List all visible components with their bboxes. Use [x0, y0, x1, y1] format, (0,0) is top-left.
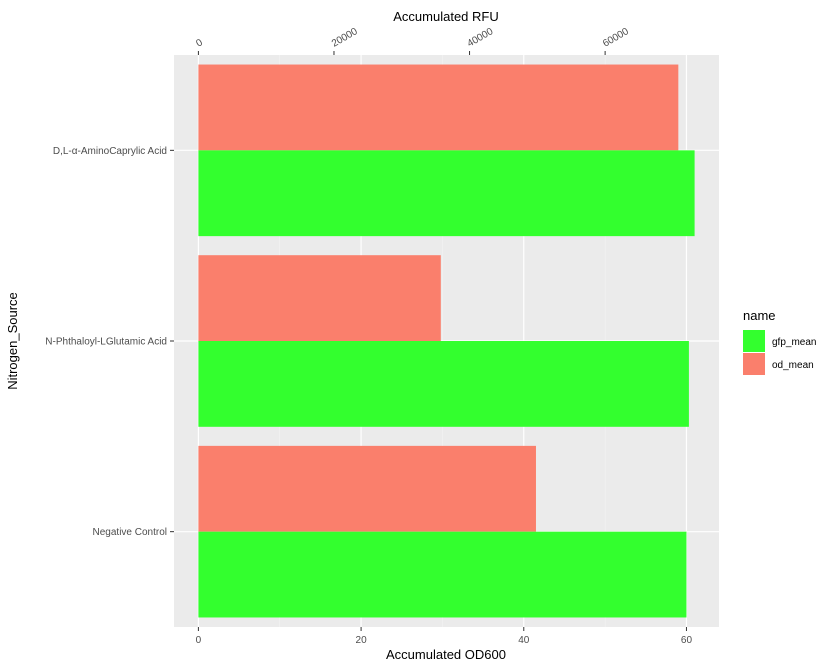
bar-od-mean — [198, 64, 679, 151]
secondary-x-tick-label: 20000 — [330, 26, 360, 50]
legend-key-gfp-mean — [743, 330, 765, 352]
y-axis-title: Nitrogen_Source — [5, 292, 20, 390]
legend-label: od_mean — [772, 360, 814, 371]
y-tick-label: N-Phthaloyl-LGlutamic Acid — [45, 337, 167, 348]
x-axis-bottom: 0 20 40 60 — [196, 627, 693, 646]
legend-title: name — [743, 308, 776, 323]
x-tick-label: 40 — [518, 635, 530, 646]
secondary-x-axis-title: Accumulated RFU — [393, 9, 498, 24]
bar-gfp-mean — [198, 341, 689, 427]
x-tick-label: 60 — [681, 635, 693, 646]
y-axis: D,L-α-AminoCaprylic Acid N-Phthaloyl-LGlu… — [45, 146, 174, 538]
y-tick-label: D,L-α-AminoCaprylic Acid — [53, 146, 167, 157]
bar-gfp-mean — [198, 531, 687, 618]
secondary-x-tick-label: 40000 — [466, 26, 496, 50]
legend: name gfp_mean od_mean — [743, 308, 816, 375]
x-axis-top: 0 20000 40000 60000 — [194, 26, 631, 55]
x-tick-label: 20 — [356, 635, 368, 646]
y-tick-label: Negative Control — [93, 527, 167, 538]
legend-label: gfp_mean — [772, 337, 816, 348]
x-tick-label: 0 — [196, 635, 202, 646]
bar-od-mean — [198, 445, 536, 532]
secondary-x-tick-label: 0 — [194, 37, 205, 50]
bar-gfp-mean — [198, 150, 695, 237]
secondary-x-tick-label: 60000 — [601, 26, 631, 50]
bar-od-mean — [198, 255, 441, 341]
x-axis-title: Accumulated OD600 — [386, 647, 506, 662]
bars — [198, 64, 695, 618]
legend-key-od-mean — [743, 353, 765, 375]
